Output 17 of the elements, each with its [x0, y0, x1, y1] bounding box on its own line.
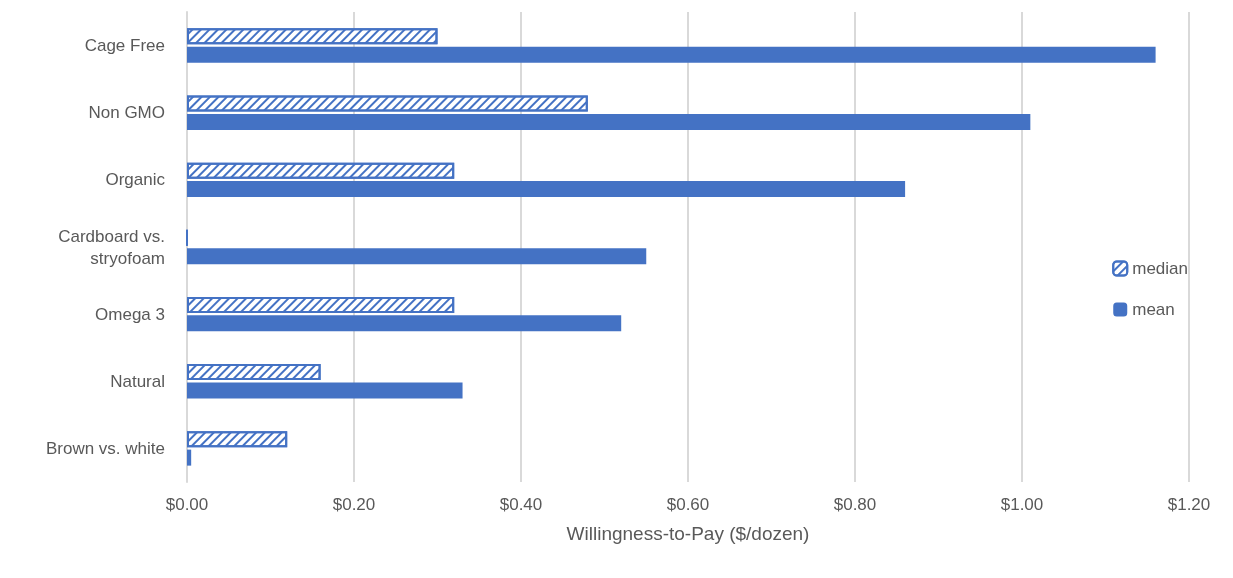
y-tick-label: Brown vs. white — [45, 438, 165, 458]
legend-label: median — [1132, 259, 1189, 278]
y-tick-label: Non GMO — [88, 103, 165, 123]
legend-label: mean — [1132, 300, 1175, 319]
y-tick-label: Omega 3 — [95, 304, 165, 324]
x-tick-label: $0.40 — [499, 495, 543, 514]
x-tick-label: $0.20 — [332, 495, 376, 514]
y-tick-label: Natural — [110, 371, 165, 391]
y-tick-label: Cage Free — [84, 36, 165, 56]
x-tick-label: $1.00 — [1000, 495, 1044, 514]
x-tick-label: $0.00 — [165, 495, 209, 514]
x-tick-label: $0.60 — [666, 495, 710, 514]
x-tick-label: $1.20 — [1167, 495, 1211, 514]
y-tick-label: Organic — [105, 170, 166, 190]
y-tick-label: Cardboard vs. stryofoam — [58, 226, 165, 268]
x-axis-title: Willingness-to-Pay ($/dozen) — [566, 523, 810, 544]
x-tick-label: $0.80 — [833, 495, 877, 514]
